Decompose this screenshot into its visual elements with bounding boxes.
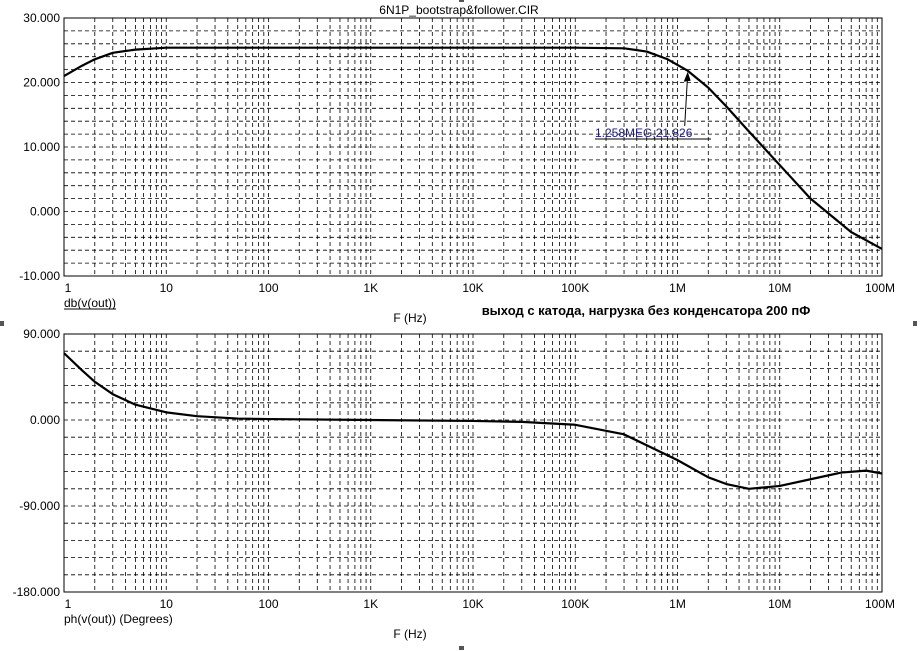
x-tick-label: 100 — [258, 597, 278, 611]
marker-arrow-line — [684, 73, 689, 127]
x-tick-label: 10 — [160, 597, 174, 611]
x-tick-label: 100K — [561, 281, 589, 295]
x-tick-label: 1K — [363, 281, 378, 295]
chart-title: 6N1P_bootstrap&follower.CIR — [379, 3, 539, 17]
y-axis-label: db(v(out)) — [64, 296, 116, 310]
marker-arrowhead — [683, 71, 691, 82]
x-tick-label: 10K — [462, 281, 483, 295]
x-tick-label: 1 — [65, 281, 72, 295]
resize-handle-left[interactable] — [0, 321, 4, 326]
x-tick-label: 100K — [561, 597, 589, 611]
x-tick-label: 1 — [65, 597, 72, 611]
y-tick-label: 90.000 — [23, 327, 60, 341]
y-tick-label: 0.000 — [30, 205, 60, 219]
x-tick-label: 10M — [768, 597, 791, 611]
phase-panel: -180.000 -90.000 0.000 90.000 1 10 100 1K 10K 100… — [13, 327, 895, 641]
x-tick-label: 10K — [462, 597, 483, 611]
plot-frame — [63, 333, 883, 593]
magnitude-panel: -10.000 0.000 10.000 20.000 30.000 1 10 100 1K 10… — [19, 11, 895, 325]
y-tick-label: -180.000 — [13, 585, 61, 599]
y-axis-label: ph(v(out)) (Degrees) — [64, 612, 173, 626]
x-axis-label: F (Hz) — [393, 627, 426, 641]
plot-frame — [63, 17, 883, 277]
x-tick-label: 100M — [865, 597, 895, 611]
resize-handle-bottom[interactable] — [459, 646, 464, 650]
x-tick-label: 10 — [160, 281, 174, 295]
y-tick-label: 0.000 — [30, 413, 60, 427]
y-tick-label: 20.000 — [23, 76, 60, 90]
series-line-phase — [63, 352, 883, 490]
x-axis-label: F (Hz) — [393, 311, 426, 325]
resize-handle-right[interactable] — [913, 321, 917, 326]
x-tick-label: 1M — [669, 281, 686, 295]
marker-label[interactable]: 1.258MEG,21.826 — [595, 126, 693, 140]
resize-handle-top[interactable] — [459, 0, 464, 2]
x-tick-label: 100 — [258, 281, 278, 295]
x-tick-label: 10M — [768, 281, 791, 295]
y-tick-label: -10.000 — [19, 269, 60, 283]
y-tick-label: 10.000 — [23, 140, 60, 154]
x-tick-label: 1M — [669, 597, 686, 611]
chart-annotation: выход с катода, нагрузка без конденсатор… — [482, 303, 811, 318]
x-tick-label: 1K — [363, 597, 378, 611]
y-tick-label: 30.000 — [23, 11, 60, 25]
y-tick-label: -90.000 — [19, 499, 60, 513]
series-line-mag — [63, 46, 883, 250]
x-tick-label: 100M — [865, 281, 895, 295]
